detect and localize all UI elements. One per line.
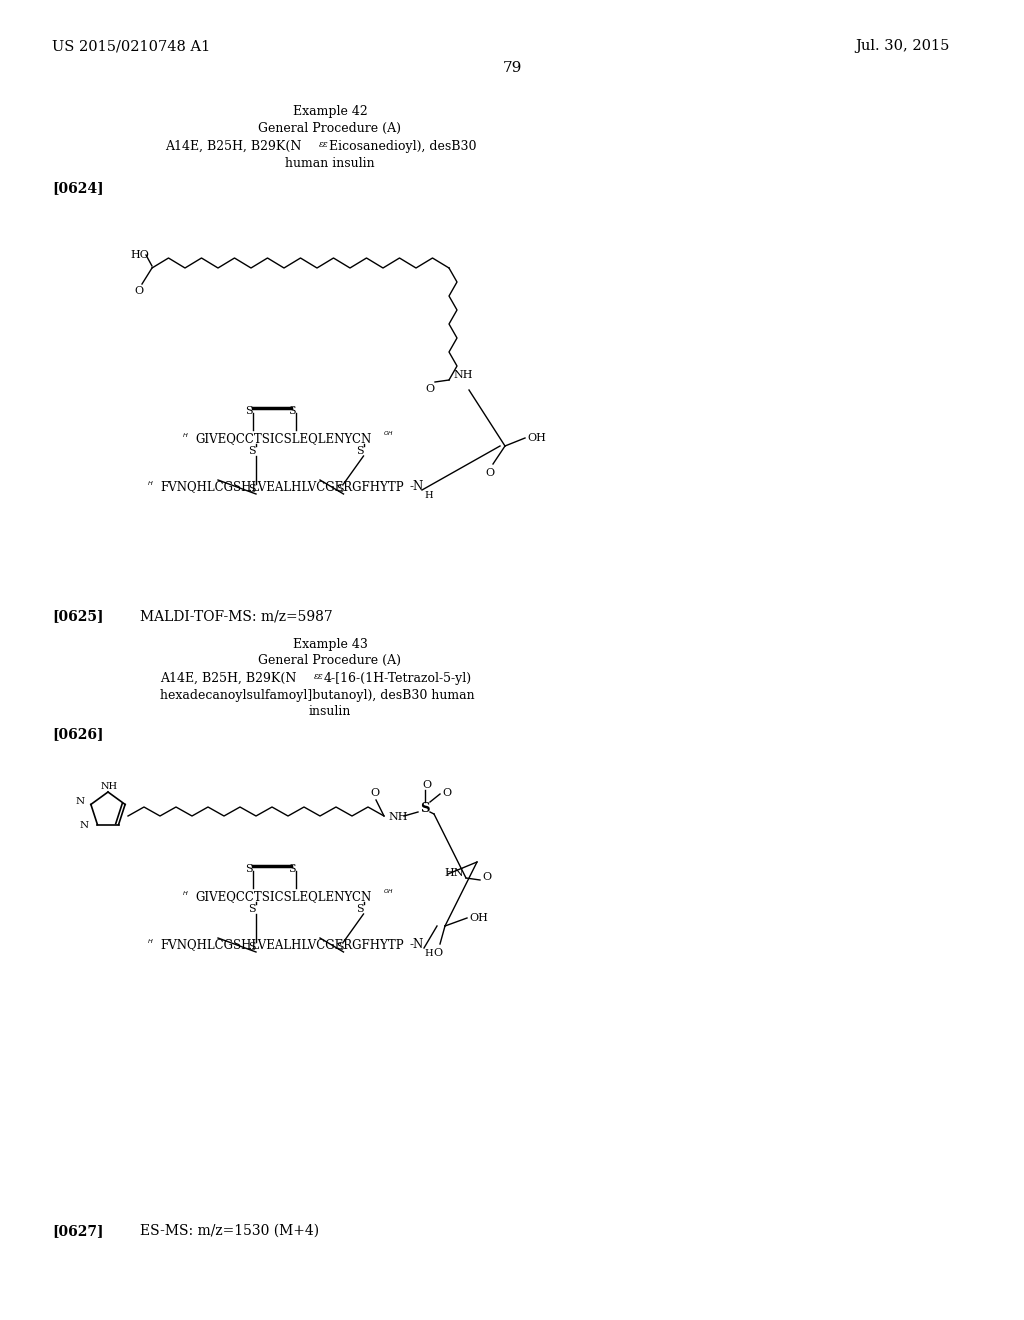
Text: H: H — [424, 949, 432, 958]
Text: $^{H}$: $^{H}$ — [147, 480, 154, 490]
Text: Eicosanedioyl), desB30: Eicosanedioyl), desB30 — [329, 140, 476, 153]
Text: [0624]: [0624] — [52, 181, 103, 195]
Text: 79: 79 — [503, 61, 521, 75]
Text: S: S — [288, 865, 295, 874]
Text: NH: NH — [101, 781, 118, 791]
Text: εε: εε — [314, 672, 324, 681]
Text: O: O — [485, 469, 495, 478]
Text: S: S — [248, 446, 256, 455]
Text: N: N — [76, 797, 85, 807]
Text: MALDI-TOF-MS: m/z=5987: MALDI-TOF-MS: m/z=5987 — [140, 609, 333, 623]
Text: $^{H}$: $^{H}$ — [182, 891, 188, 900]
Text: FVNQHLCGSHLVEALHLVCGERGFHYTP: FVNQHLCGSHLVEALHLVCGERGFHYTP — [160, 480, 403, 492]
Text: O: O — [370, 788, 379, 799]
Text: S: S — [248, 484, 256, 494]
Text: S: S — [336, 942, 343, 952]
Text: Example 42: Example 42 — [293, 106, 368, 117]
Text: O: O — [433, 948, 442, 958]
Text: $^{OH}$: $^{OH}$ — [383, 432, 394, 440]
Text: O: O — [482, 873, 492, 882]
Text: S: S — [355, 446, 364, 455]
Text: A14E, B25H, B29K(N: A14E, B25H, B29K(N — [165, 140, 301, 153]
Text: Jul. 30, 2015: Jul. 30, 2015 — [855, 40, 949, 53]
Text: O: O — [425, 384, 434, 393]
Text: H: H — [424, 491, 432, 500]
Text: NH: NH — [453, 370, 472, 380]
Text: General Procedure (A): General Procedure (A) — [258, 121, 401, 135]
Text: S: S — [336, 484, 343, 494]
Text: insulin: insulin — [309, 705, 351, 718]
Text: GIVEQCCTSICSLEQLENYCN: GIVEQCCTSICSLEQLENYCN — [195, 432, 372, 445]
Text: US 2015/0210748 A1: US 2015/0210748 A1 — [52, 40, 210, 53]
Text: S: S — [245, 407, 253, 416]
Text: S: S — [420, 803, 429, 814]
Text: $^{H}$: $^{H}$ — [182, 433, 188, 442]
Text: FVNQHLCGSHLVEALHLVCGERGFHYTP: FVNQHLCGSHLVEALHLVCGERGFHYTP — [160, 939, 403, 950]
Text: GIVEQCCTSICSLEQLENYCN: GIVEQCCTSICSLEQLENYCN — [195, 890, 372, 903]
Text: εε: εε — [319, 140, 329, 149]
Text: S: S — [245, 865, 253, 874]
Text: human insulin: human insulin — [286, 157, 375, 170]
Text: S: S — [355, 904, 364, 913]
Text: O: O — [422, 780, 431, 789]
Text: S: S — [248, 942, 256, 952]
Text: O: O — [442, 788, 452, 799]
Text: O: O — [134, 286, 143, 296]
Text: -N: -N — [410, 939, 424, 950]
Text: ES-MS: m/z=1530 (M+4): ES-MS: m/z=1530 (M+4) — [140, 1224, 319, 1238]
Text: General Procedure (A): General Procedure (A) — [258, 653, 401, 667]
Text: [0626]: [0626] — [52, 727, 103, 741]
Text: $^{H}$: $^{H}$ — [147, 939, 154, 948]
Text: [0627]: [0627] — [52, 1224, 103, 1238]
Text: N: N — [80, 821, 89, 830]
Text: -N: -N — [410, 480, 424, 492]
Text: hexadecanoylsulfamoyl]butanoyl), desB30 human: hexadecanoylsulfamoyl]butanoyl), desB30 … — [160, 689, 475, 702]
Text: S: S — [248, 904, 256, 913]
Text: HN: HN — [444, 869, 464, 878]
Text: OH: OH — [527, 433, 546, 444]
Text: [0625]: [0625] — [52, 609, 103, 623]
Text: NH: NH — [388, 812, 408, 822]
Text: $^{OH}$: $^{OH}$ — [383, 890, 394, 898]
Text: A14E, B25H, B29K(N: A14E, B25H, B29K(N — [160, 672, 296, 685]
Text: HO: HO — [130, 249, 148, 260]
Text: OH: OH — [469, 913, 487, 923]
Text: 4-[16-(1H-Tetrazol-5-yl): 4-[16-(1H-Tetrazol-5-yl) — [324, 672, 472, 685]
Text: S: S — [288, 407, 295, 416]
Text: Example 43: Example 43 — [293, 638, 368, 651]
